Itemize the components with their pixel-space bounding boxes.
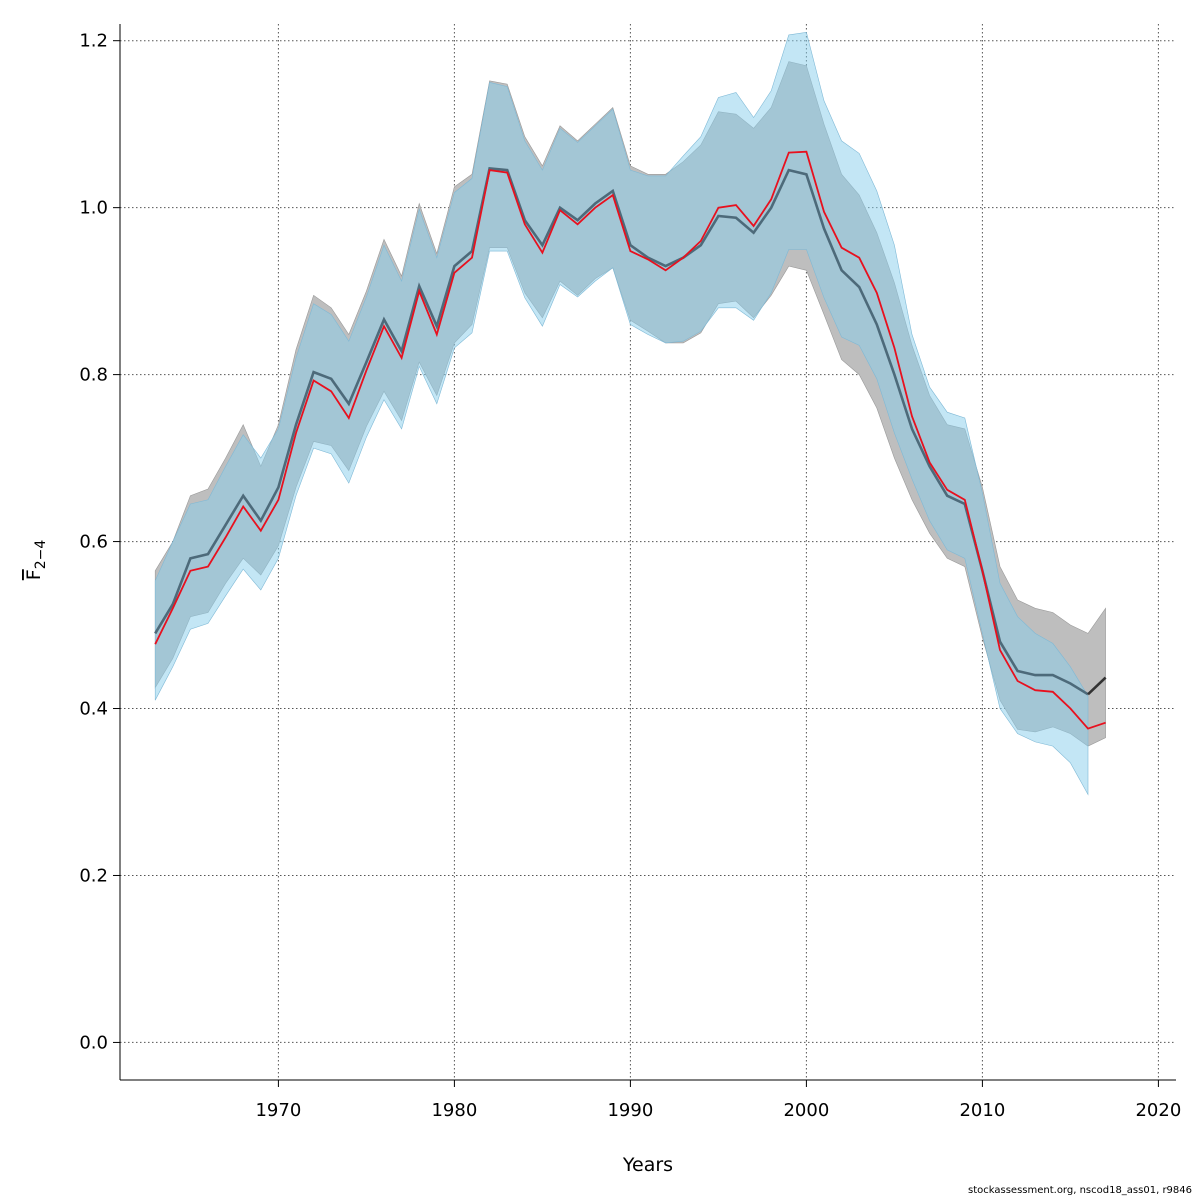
y-axis-title-sub: 2−4 xyxy=(33,540,49,570)
x-tick-label: 1970 xyxy=(255,1100,301,1121)
x-tick-label: 2010 xyxy=(959,1100,1005,1121)
y-axis-title: F2−4 xyxy=(23,540,49,581)
y-tick-label: 0.0 xyxy=(79,1032,108,1053)
footer-credit: stockassessment.org, nscod18_ass01, r984… xyxy=(968,1185,1192,1196)
series-1-line-tail xyxy=(1087,676,1107,696)
x-tick-label: 1990 xyxy=(607,1100,653,1121)
confidence-bands xyxy=(154,31,1106,796)
series-lines xyxy=(154,150,1107,730)
x-tick-label: 2020 xyxy=(1135,1100,1181,1121)
x-axis-title: Years xyxy=(622,1154,673,1176)
x-tick-label: 2000 xyxy=(783,1100,829,1121)
series-2-line xyxy=(154,150,1106,730)
y-tick-label: 0.2 xyxy=(79,865,108,886)
y-tick-label: 1.0 xyxy=(79,198,108,219)
series-1-line xyxy=(154,166,1089,696)
x-tick-label: 1980 xyxy=(431,1100,477,1121)
y-tick-label: 0.8 xyxy=(79,365,108,386)
y-tick-label: 0.4 xyxy=(79,699,108,720)
y-axis-title-main: F xyxy=(23,569,45,580)
y-tick-label: 0.6 xyxy=(79,532,108,553)
axes: 0.0 0.2 0.4 0.6 0.8 1.0 1.2 1970 1980 1990 2000 201… xyxy=(79,24,1181,1121)
y-tick-label: 1.2 xyxy=(79,31,108,52)
svg-text:F2−4: F2−4 xyxy=(23,540,49,581)
band-2 xyxy=(154,31,1089,796)
